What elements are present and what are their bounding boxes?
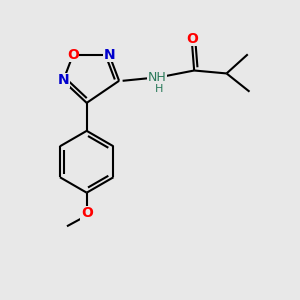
Text: O: O — [67, 48, 79, 62]
Text: NH: NH — [148, 71, 167, 84]
Text: O: O — [186, 32, 198, 46]
Text: O: O — [81, 206, 93, 220]
Text: H: H — [155, 84, 163, 94]
Text: N: N — [57, 73, 69, 87]
Text: N: N — [103, 48, 115, 62]
